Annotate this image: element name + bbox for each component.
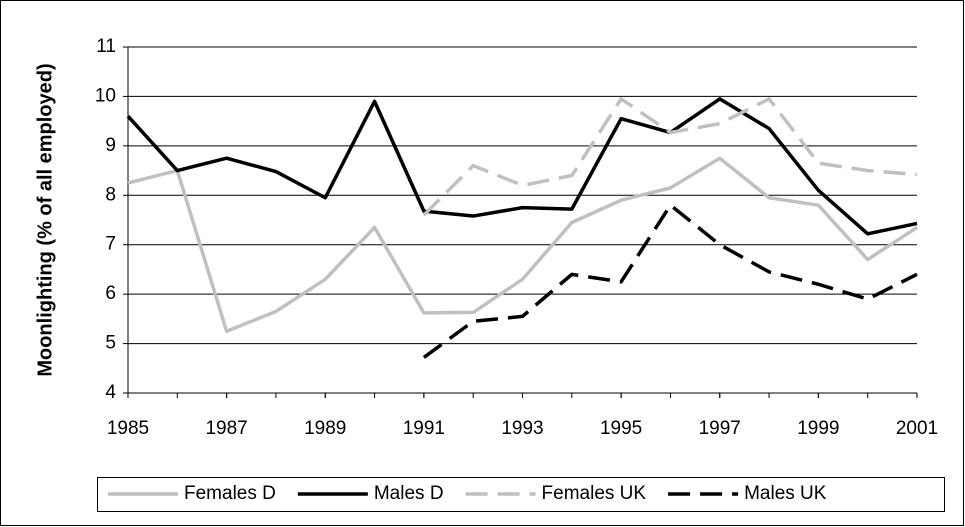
series-line <box>127 156 918 333</box>
series-line <box>126 97 918 236</box>
legend-label: Males UK <box>744 483 827 504</box>
y-tick-label: 4 <box>105 382 116 403</box>
series-line <box>422 97 918 217</box>
legend-box <box>97 477 945 512</box>
x-tick-label: 1989 <box>304 418 346 439</box>
legend-label: Males D <box>374 483 444 504</box>
y-tick-label: 11 <box>96 36 116 57</box>
x-tick-label: 1991 <box>403 418 445 439</box>
y-tick-label: 8 <box>105 184 116 205</box>
legend-label: Females UK <box>542 483 647 504</box>
y-tick-label: 10 <box>95 85 116 106</box>
x-tick-label: 1997 <box>699 418 741 439</box>
y-tick-label: 5 <box>105 333 116 354</box>
x-tick-label: 1999 <box>797 418 839 439</box>
y-axis-label: Moonlighting (% of all employed) <box>34 63 56 376</box>
y-tick-label: 6 <box>105 283 116 304</box>
x-tick-label: 1987 <box>205 418 247 439</box>
x-tick-label: 1995 <box>600 418 642 439</box>
y-tick-label: 9 <box>105 135 116 156</box>
legend-label: Females D <box>184 483 276 504</box>
x-tick-label: 2001 <box>896 418 938 439</box>
y-tick-label: 7 <box>105 234 116 255</box>
x-tick-label: 1993 <box>501 418 543 439</box>
x-tick-label: 1985 <box>107 418 149 439</box>
